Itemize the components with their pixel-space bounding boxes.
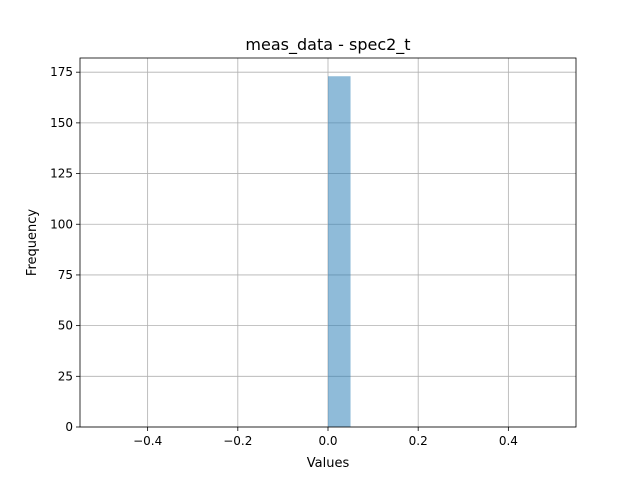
y-tick-label: 25 bbox=[58, 369, 73, 383]
x-axis-label: Values bbox=[307, 456, 350, 471]
chart-title: meas_data - spec2_t bbox=[245, 35, 410, 55]
bars bbox=[328, 76, 351, 427]
x-tick-label: −0.4 bbox=[133, 434, 162, 448]
y-tick-label: 50 bbox=[58, 319, 73, 333]
y-tick-label: 75 bbox=[58, 268, 73, 282]
y-tick-label: 125 bbox=[50, 167, 73, 181]
y-tick-label: 150 bbox=[50, 116, 73, 130]
x-tick-label: 0.4 bbox=[499, 434, 518, 448]
y-axis-label: Frequency bbox=[25, 209, 40, 276]
x-tick-label: 0.2 bbox=[409, 434, 428, 448]
y-tick-label: 175 bbox=[50, 65, 73, 79]
y-tick-label: 100 bbox=[50, 217, 73, 231]
histogram-bar bbox=[328, 76, 351, 427]
x-tick-label: 0.0 bbox=[318, 434, 337, 448]
y-tick-label: 0 bbox=[65, 420, 73, 434]
x-tick-label: −0.2 bbox=[223, 434, 252, 448]
ticks: −0.4 −0.2 0.0 0.2 0.4 0 25 50 75 100 125 150 175 bbox=[50, 65, 518, 448]
